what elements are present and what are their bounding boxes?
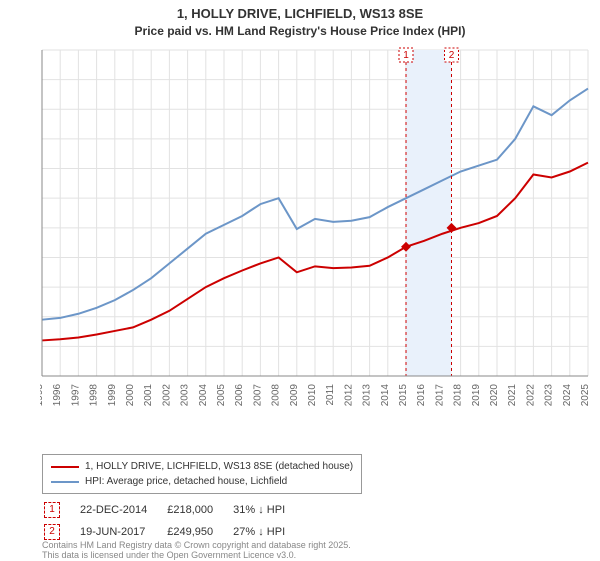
legend-swatch-2 [51, 481, 79, 483]
title-line1: 1, HOLLY DRIVE, LICHFIELD, WS13 8SE [177, 6, 423, 21]
legend: 1, HOLLY DRIVE, LICHFIELD, WS13 8SE (det… [42, 454, 362, 494]
svg-text:2005: 2005 [216, 384, 227, 407]
svg-text:1: 1 [403, 50, 409, 61]
sales-table: 1 22-DEC-2014£218,00031% ↓ HPI 2 19-JUN-201… [42, 498, 305, 544]
footer-line2: This data is licensed under the Open Gov… [42, 550, 296, 560]
sale-marker-cell: 1 [44, 500, 78, 520]
svg-text:2006: 2006 [234, 384, 245, 407]
marker-box-icon: 1 [44, 502, 60, 518]
sale-date: 19-JUN-2017 [80, 522, 165, 542]
svg-text:2001: 2001 [143, 384, 154, 407]
svg-text:2022: 2022 [525, 384, 536, 407]
svg-text:2011: 2011 [325, 384, 336, 406]
footer-attribution: Contains HM Land Registry data © Crown c… [42, 540, 351, 561]
sales-row: 1 22-DEC-2014£218,00031% ↓ HPI [44, 500, 303, 520]
svg-text:2007: 2007 [252, 384, 263, 407]
svg-text:2012: 2012 [343, 384, 354, 407]
svg-text:2: 2 [449, 50, 455, 61]
svg-text:2024: 2024 [562, 384, 573, 407]
svg-text:2021: 2021 [507, 384, 518, 407]
sale-price: £218,000 [167, 500, 231, 520]
svg-text:1996: 1996 [52, 384, 63, 407]
chart-title: 1, HOLLY DRIVE, LICHFIELD, WS13 8SE Pric… [0, 0, 600, 40]
legend-row-2: HPI: Average price, detached house, Lich… [51, 474, 353, 489]
svg-text:1999: 1999 [107, 384, 118, 407]
chart-area: 12 £0£50K£100K£150K£200K£250K£300K£350K£… [40, 46, 594, 416]
svg-text:2009: 2009 [289, 384, 300, 407]
svg-text:2003: 2003 [180, 384, 191, 407]
svg-text:2015: 2015 [398, 384, 409, 407]
svg-text:1998: 1998 [89, 384, 100, 407]
sale-date: 22-DEC-2014 [80, 500, 165, 520]
svg-text:2025: 2025 [580, 384, 591, 407]
svg-text:2017: 2017 [434, 384, 445, 407]
svg-text:1995: 1995 [40, 384, 45, 407]
legend-row-1: 1, HOLLY DRIVE, LICHFIELD, WS13 8SE (det… [51, 459, 353, 474]
line-chart: 12 £0£50K£100K£150K£200K£250K£300K£350K£… [40, 46, 594, 416]
svg-text:2002: 2002 [161, 384, 172, 407]
sales-row: 2 19-JUN-2017£249,95027% ↓ HPI [44, 522, 303, 542]
svg-text:1997: 1997 [70, 384, 81, 407]
svg-text:2010: 2010 [307, 384, 318, 407]
svg-text:2018: 2018 [453, 384, 464, 407]
svg-text:2020: 2020 [489, 384, 500, 407]
sale-marker-cell: 2 [44, 522, 78, 542]
sale-price: £249,950 [167, 522, 231, 542]
legend-swatch-1 [51, 466, 79, 468]
chart-container: 1, HOLLY DRIVE, LICHFIELD, WS13 8SE Pric… [0, 0, 600, 560]
svg-text:2014: 2014 [380, 384, 391, 407]
sale-delta: 27% ↓ HPI [233, 522, 303, 542]
legend-label-1: 1, HOLLY DRIVE, LICHFIELD, WS13 8SE (det… [85, 459, 353, 474]
title-line2: Price paid vs. HM Land Registry's House … [135, 24, 466, 38]
legend-label-2: HPI: Average price, detached house, Lich… [85, 474, 287, 489]
svg-text:2013: 2013 [362, 384, 373, 407]
svg-text:2000: 2000 [125, 384, 136, 407]
sale-delta: 31% ↓ HPI [233, 500, 303, 520]
svg-text:2004: 2004 [198, 384, 209, 407]
svg-text:2019: 2019 [471, 384, 482, 407]
footer-line1: Contains HM Land Registry data © Crown c… [42, 540, 351, 550]
svg-text:2016: 2016 [416, 384, 427, 407]
svg-text:2008: 2008 [271, 384, 282, 407]
marker-box-icon: 2 [44, 524, 60, 540]
svg-text:2023: 2023 [544, 384, 555, 407]
